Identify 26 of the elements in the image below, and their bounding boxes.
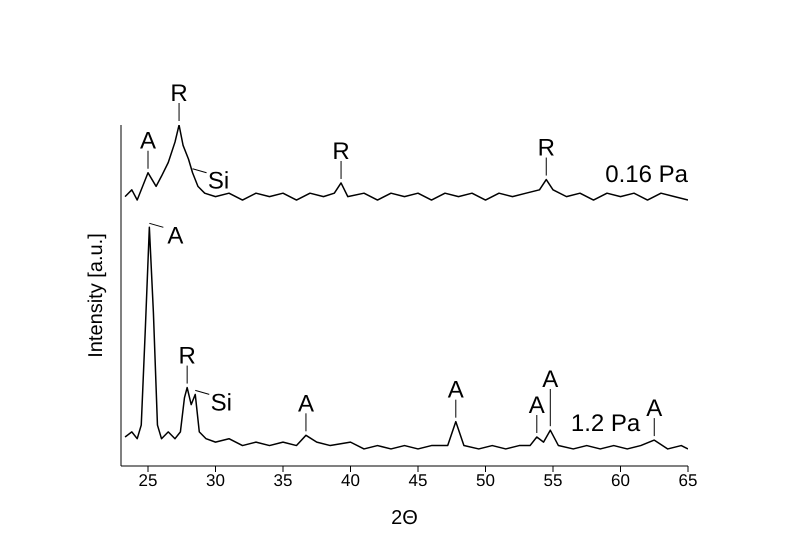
x-tick-label: 50 (476, 471, 495, 490)
x-tick-label: 40 (341, 471, 360, 490)
x-axis-title: 2Θ (391, 507, 418, 529)
annotation: A (448, 376, 464, 404)
annotation: A (646, 395, 662, 422)
annotation: A (140, 128, 156, 155)
series-label: 0.16 Pa (605, 161, 689, 188)
x-tick-label: 55 (544, 471, 562, 490)
annotation: Si (210, 389, 232, 416)
annotation: A (542, 366, 558, 394)
x-tick-label: 45 (408, 471, 428, 490)
annotation: R (332, 138, 350, 165)
x-tick-label: 25 (138, 471, 158, 490)
annotation: Si (208, 168, 230, 195)
annotation: R (538, 134, 555, 162)
annotation: A (167, 222, 184, 250)
annotation: A (298, 390, 314, 418)
x-tick-label: 60 (611, 471, 630, 490)
x-tick-label: 35 (274, 471, 292, 490)
x-tick-label: 65 (678, 471, 698, 490)
annotation: R (178, 342, 196, 370)
x-tick-label: 30 (206, 471, 225, 490)
y-axis-title: Intensity [a.u.] (85, 233, 108, 358)
annotation: R (170, 80, 188, 107)
legend-label: 1.2 Pa (570, 410, 641, 437)
annotation: A (528, 392, 545, 420)
